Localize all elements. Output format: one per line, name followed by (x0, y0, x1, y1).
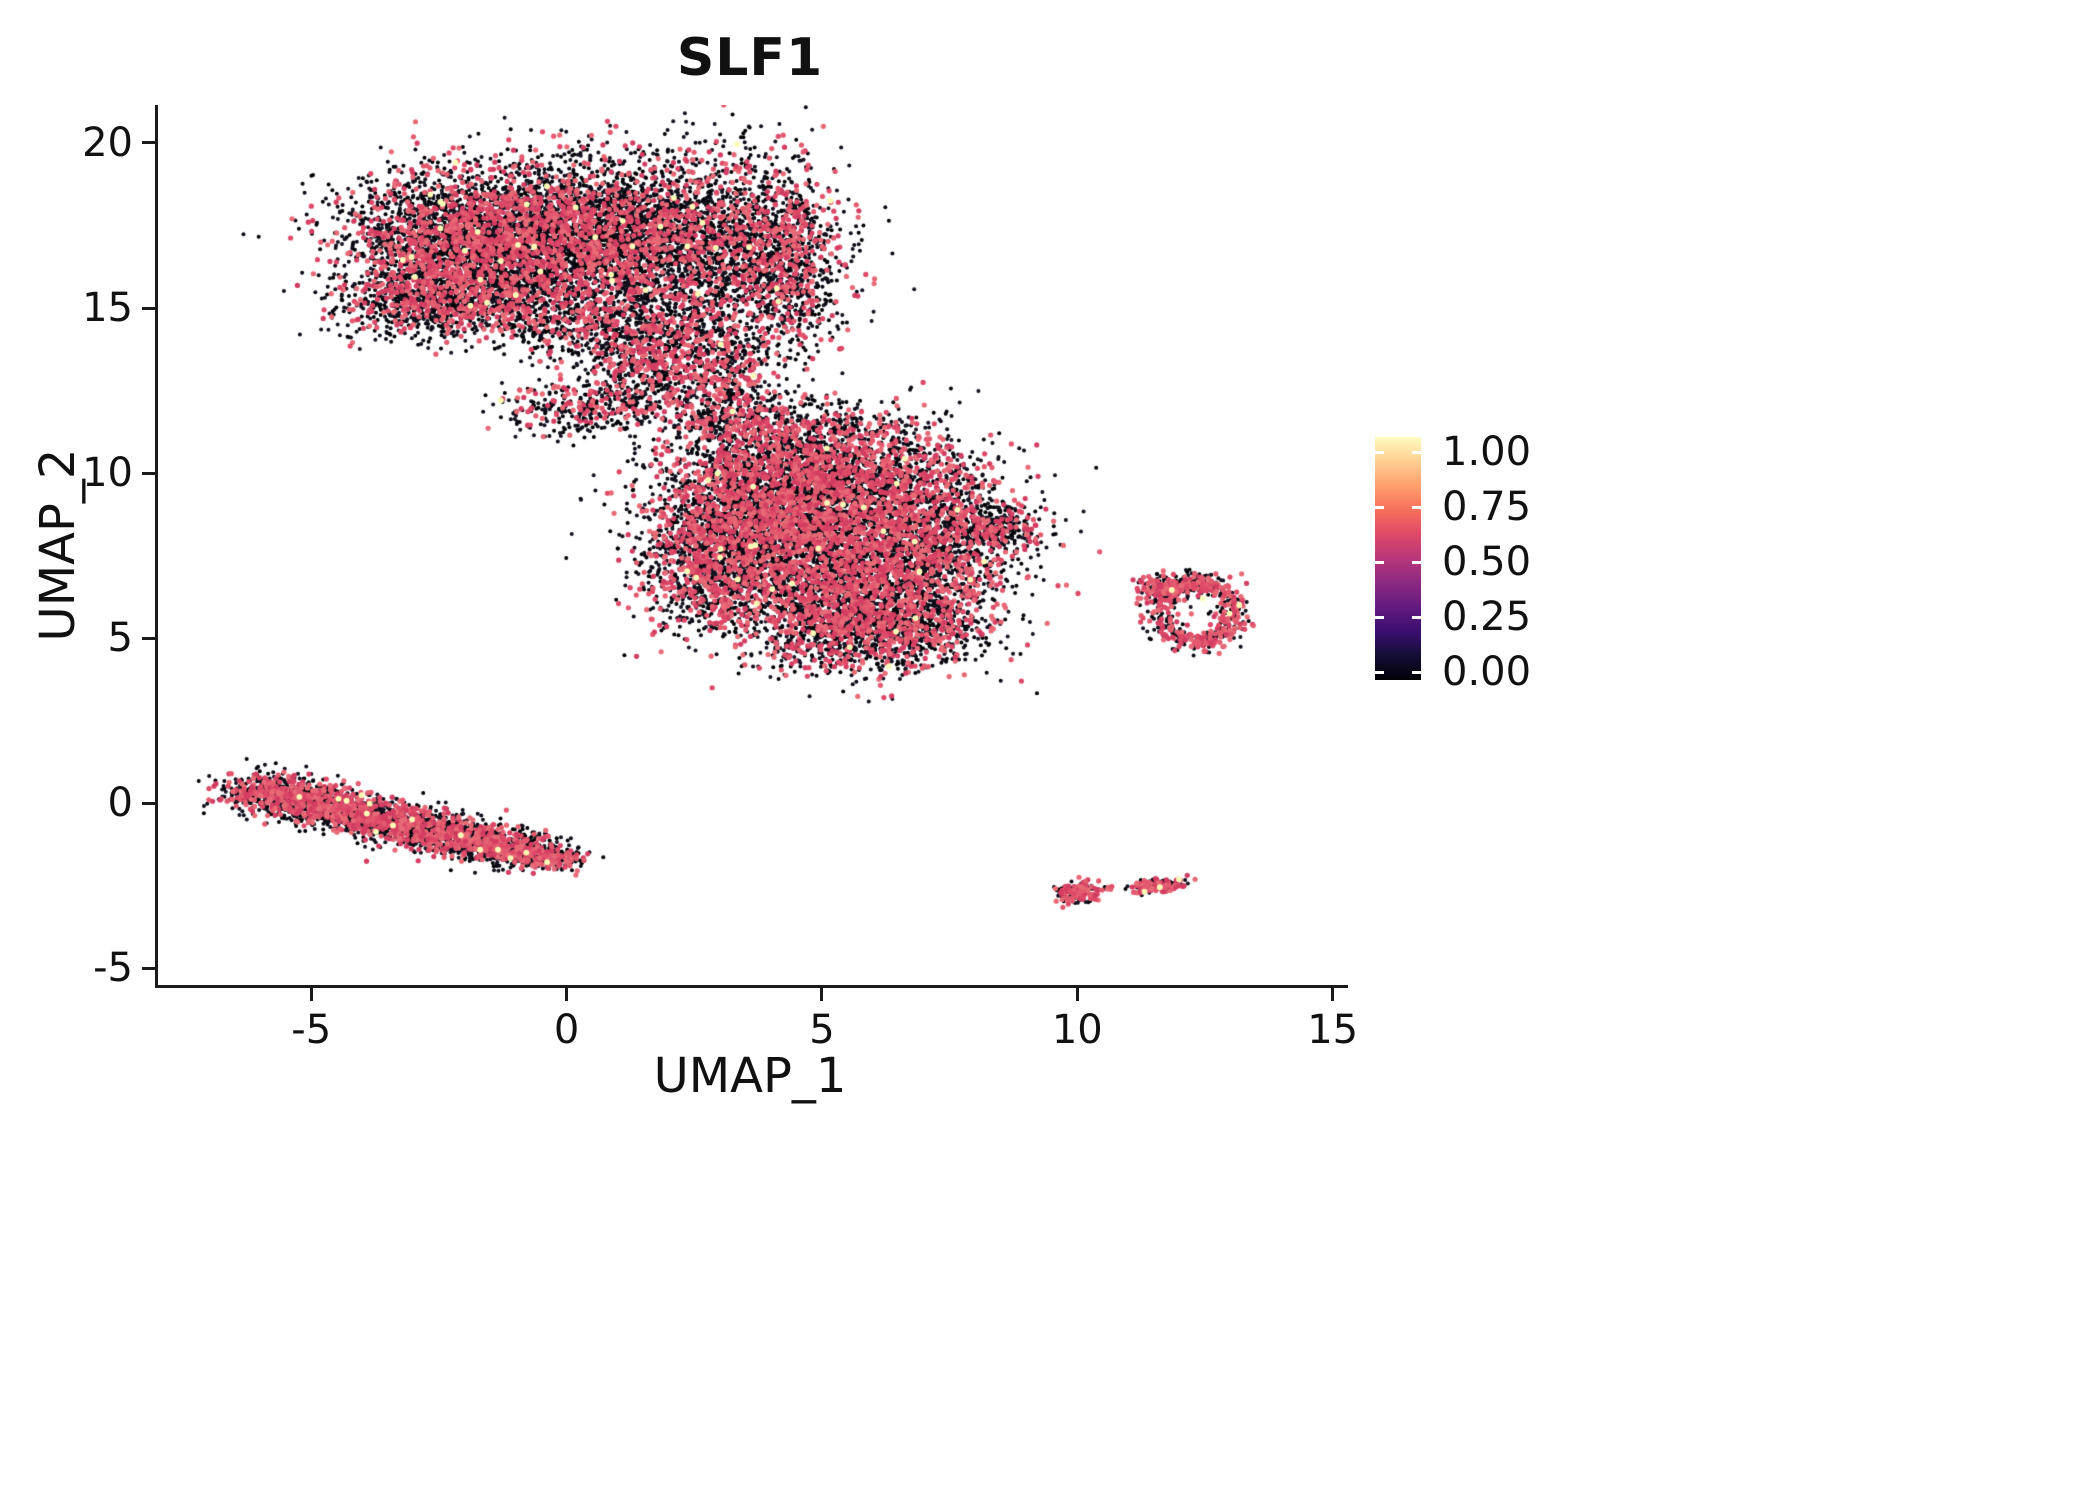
x-tick-mark (820, 988, 824, 1001)
colorbar-tick-mark-right (1412, 670, 1421, 674)
y-tick-label: 10 (82, 450, 133, 497)
colorbar-tick-mark-right (1412, 560, 1421, 564)
x-tick-label: 5 (809, 1007, 835, 1053)
colorbar-tick-label: 0.25 (1442, 594, 1532, 640)
colorbar-tick-mark-left (1375, 505, 1384, 509)
y-tick-label: 20 (82, 119, 133, 166)
x-tick-mark (309, 988, 313, 1001)
x-tick-mark (1075, 988, 1079, 1001)
y-tick-mark (142, 801, 155, 805)
colorbar-tick-label: 0.50 (1442, 539, 1532, 585)
x-tick-label: 0 (553, 1007, 580, 1053)
y-tick-mark (142, 966, 155, 970)
y-tick-mark (142, 306, 155, 310)
colorbar-tick-mark-left (1375, 670, 1384, 674)
y-tick-label: -5 (93, 945, 133, 992)
y-tick-mark (142, 141, 155, 145)
colorbar-tick-mark-left (1375, 450, 1384, 454)
y-tick-label: 15 (82, 285, 133, 332)
y-tick-label: 5 (107, 615, 133, 662)
colorbar-tick-label: 0.75 (1442, 484, 1532, 530)
x-tick-label: 15 (1307, 1007, 1359, 1053)
x-tick-mark (565, 988, 569, 1001)
y-tick-mark (142, 471, 155, 475)
x-tick-label: 10 (1051, 1007, 1103, 1053)
colorbar-tick-mark-left (1375, 560, 1384, 564)
y-axis-label: UMAP_2 (30, 448, 86, 642)
scatter-canvas (158, 105, 1348, 985)
colorbar-tick-mark-right (1412, 505, 1421, 509)
colorbar-tick-mark-right (1412, 450, 1421, 454)
x-tick-label: -5 (291, 1007, 332, 1053)
plot-panel (155, 105, 1348, 988)
plot-title: SLF1 (676, 28, 824, 88)
colorbar-tick-mark-left (1375, 615, 1384, 619)
colorbar-tick-label: 1.00 (1442, 429, 1532, 475)
x-tick-mark (1331, 988, 1335, 1001)
x-axis-label: UMAP_1 (653, 1048, 847, 1104)
colorbar-tick-mark-right (1412, 615, 1421, 619)
colorbar-gradient (1375, 437, 1421, 680)
y-tick-mark (142, 636, 155, 640)
colorbar-tick-label: 0.00 (1442, 649, 1532, 695)
y-tick-label: 0 (107, 780, 133, 827)
